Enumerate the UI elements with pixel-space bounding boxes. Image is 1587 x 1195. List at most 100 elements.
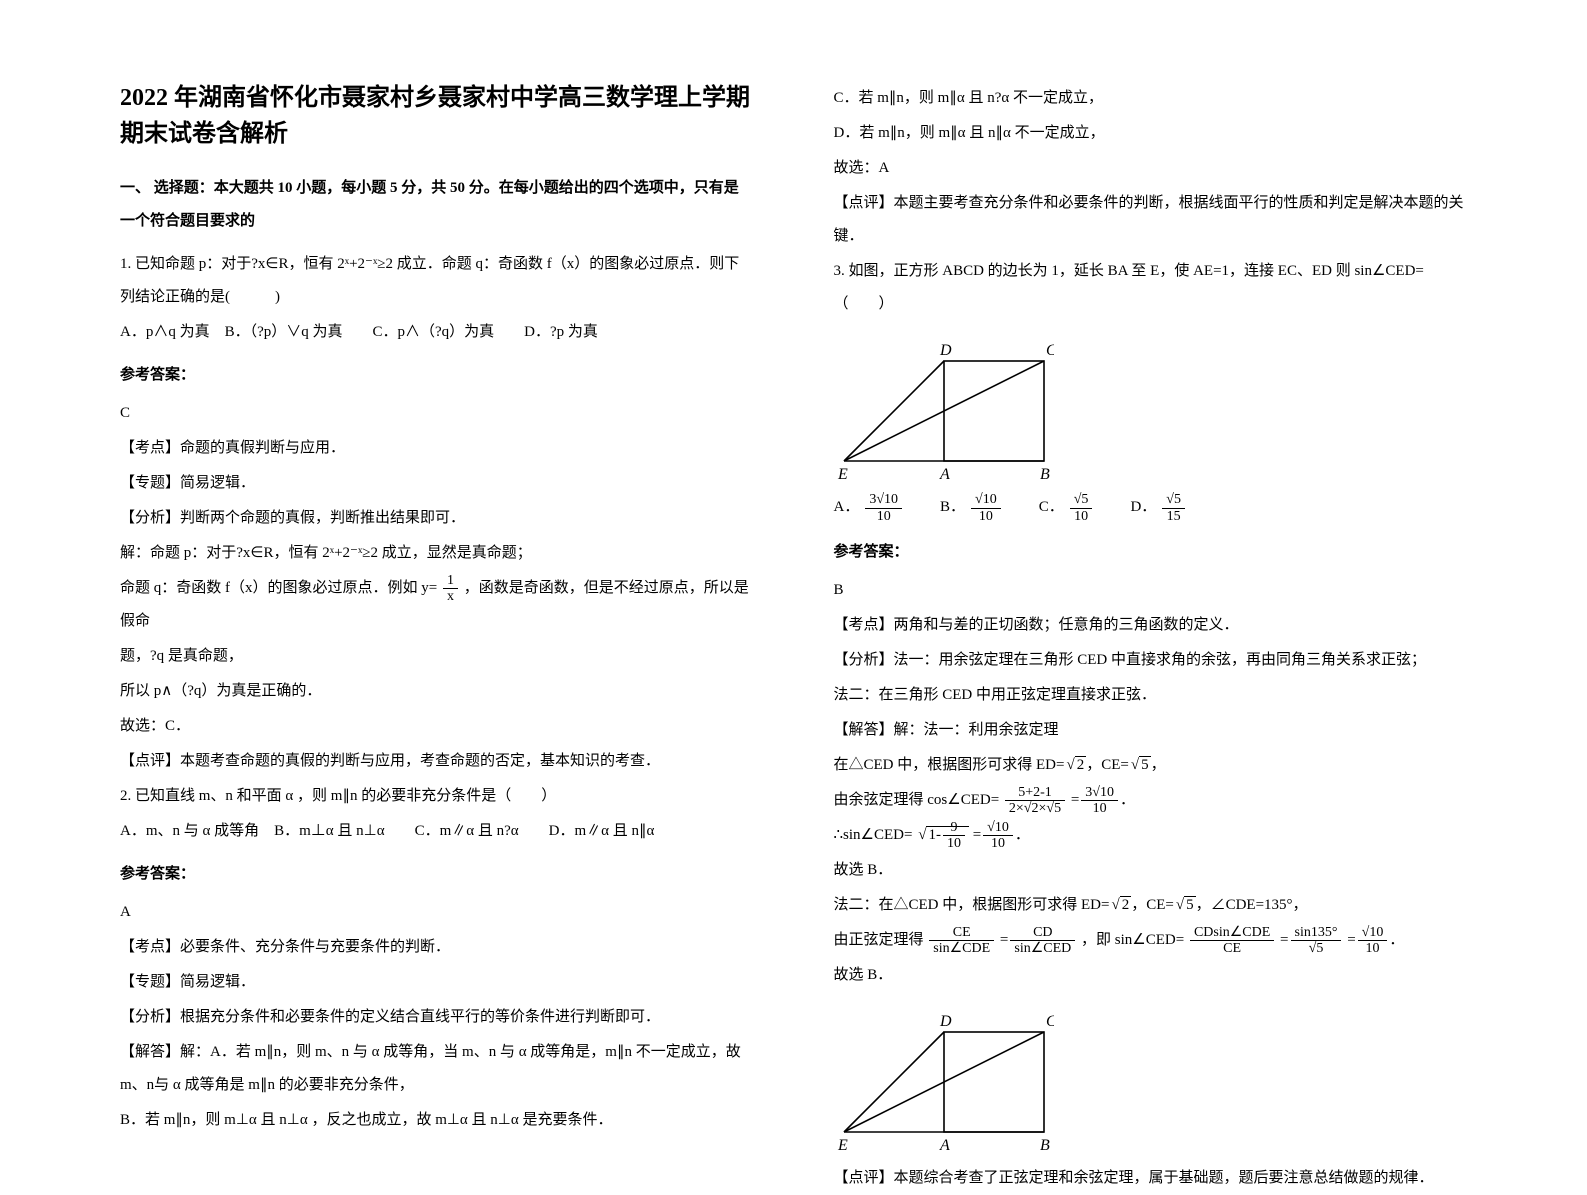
q3-sol-l1: 【解答】解：法一：利用余弦定理 <box>834 714 1468 747</box>
q2-sol-line1: 【解答】解：A．若 m∥n，则 m、n 与 α 成等角，当 m、n 与 α 成等… <box>120 1036 754 1102</box>
svg-text:A: A <box>939 466 950 481</box>
q3-l4a: ∴sin∠CED= <box>834 827 913 843</box>
q3-sin-infrac: 910 <box>943 820 965 852</box>
svg-text:B: B <box>1040 1137 1050 1152</box>
q3-l2a: 在△CED 中，根据图形可求得 ED= <box>834 757 1065 773</box>
q1-options: A．p∧q 为真 B．（?p）∨q 为真 C．p∧（?q）为真 D．?p 为真 <box>120 316 754 349</box>
q3-stem: 3. 如图，正方形 ABCD 的边长为 1，延长 BA 至 E，使 AE=1，连… <box>834 255 1468 321</box>
q3-l7R: sin∠CED= <box>1115 932 1184 948</box>
svg-text:E: E <box>837 1137 848 1152</box>
svg-text:B: B <box>1040 466 1050 481</box>
q3-sol-l2: 在△CED 中，根据图形可求得 ED= 2，CE= 5， <box>834 749 1468 782</box>
svg-text:E: E <box>837 466 848 481</box>
q3-l6c: ，∠CDE=135°， <box>1196 897 1308 913</box>
q3-D-den: 15 <box>1162 509 1185 524</box>
q3-ratio-r: CDsin∠CED <box>1010 925 1075 957</box>
q3-sol-l8: 故选 B． <box>834 959 1468 992</box>
q3-sin-sqrt: 1-910 <box>916 819 969 852</box>
q3-opt-A-label: A． <box>834 491 860 524</box>
q1-answer: C <box>120 397 754 430</box>
q3-sol-l7: 由正弦定理得 CEsin∠CDE =CDsin∠CED ，即 sin∠CED= … <box>834 924 1468 957</box>
q3-fenxi-1: 【分析】法一：用余弦定理在三角形 CED 中直接求角的余弦，再由同角三角关系求正… <box>834 644 1468 677</box>
q2-options: A．m、n 与 α 成等角 B．m⊥α 且 n⊥α C．m∥α 且 n?α D．… <box>120 815 754 848</box>
q3-sol-l5: 故选 B． <box>834 854 1468 887</box>
q3-eq-rd: sin∠CED <box>1010 941 1075 956</box>
q3-l2c: ， <box>1151 757 1166 773</box>
right-column: C．若 m∥n，则 m∥α 且 n?α 不一定成立， D．若 m∥n，则 m∥α… <box>794 80 1488 1082</box>
q2-optD: D．若 m∥n，则 m∥α 且 n∥α 不一定成立， <box>834 117 1468 150</box>
q3-cos-frac: 5+2-12×√2×√5 <box>1005 785 1065 817</box>
q3-B-num: √10 <box>971 492 1001 508</box>
q3-sin-frac2: √1010 <box>983 820 1013 852</box>
q3-opt-B-frac: √1010 <box>971 492 1001 524</box>
q2-answer: A <box>120 896 754 929</box>
q3-opt-D-label: D． <box>1130 491 1156 524</box>
q3-kaodian: 【考点】两角和与差的正切函数；任意角的三角函数的定义． <box>834 609 1468 642</box>
q2-sol-line2: B．若 m∥n，则 m⊥α 且 n⊥α ，反之也成立，故 m⊥α 且 n⊥α 是… <box>120 1104 754 1137</box>
q3-r-frac: CDsin∠CDECE <box>1190 925 1274 957</box>
q3-D-num: √5 <box>1162 492 1185 508</box>
q3-eqd3: 10 <box>1358 941 1388 956</box>
q1-sol-line1: 解：命题 p：对于?x∈R，恒有 2ˣ+2⁻ˣ≥2 成立，显然是真命题； <box>120 537 754 570</box>
q3-l2b: ，CE= <box>1086 757 1129 773</box>
q1-frac-den: x <box>443 589 458 604</box>
q3-l7a: 由正弦定理得 <box>834 932 924 948</box>
q3-l6b: ，CE= <box>1131 897 1174 913</box>
q3-cos-den: 2×√2×√5 <box>1005 801 1065 816</box>
q3-sqrt2-b: 2 <box>1109 889 1131 922</box>
q3-figure-1: EABCD <box>834 331 1468 481</box>
q3-C-num: √5 <box>1070 492 1093 508</box>
q3-l3a: 由余弦定理得 cos∠CED= <box>834 792 1000 808</box>
q3-eq-l: CE <box>929 925 994 941</box>
q3-A-num: 3√10 <box>865 492 902 508</box>
svg-text:D: D <box>939 342 952 359</box>
q3-svg-2: EABCD <box>834 1002 1054 1152</box>
q1-sol-line5: 故选：C． <box>120 710 754 743</box>
q3-options: A． 3√1010 B． √1010 C． √510 D． √515 <box>834 491 1468 524</box>
q3-ratio-l: CEsin∠CDE <box>929 925 994 957</box>
q3-C-den: 10 <box>1070 509 1093 524</box>
q2-sel: 故选：A <box>834 152 1468 185</box>
q3-cos-eqn: 3√10 <box>1081 785 1118 801</box>
q3-sin-fd: 10 <box>943 836 965 851</box>
q1-fenxi: 【分析】判断两个命题的真假，判断推出结果即可． <box>120 502 754 535</box>
q2-fenxi: 【分析】根据充分条件和必要条件的定义结合直线平行的等价条件进行判断即可． <box>120 1001 754 1034</box>
q3-sqrt5-b: 5 <box>1174 889 1196 922</box>
q2-stem: 2. 已知直线 m、n 和平面 α ，则 m∥n 的必要非充分条件是（ ） <box>120 780 754 813</box>
q2-zhuanti: 【专题】简易逻辑． <box>120 966 754 999</box>
q3-r-frac3: √1010 <box>1358 925 1388 957</box>
q3-figure-2: EABCD <box>834 1002 1468 1152</box>
q3-sin-rad: 1-910 <box>926 826 969 843</box>
q3-sqrt2-a-rad: 2 <box>1075 756 1087 773</box>
q2-dianping: 【点评】本题主要考查充分条件和必要条件的判断，根据线面平行的性质和判定是解决本题… <box>834 187 1468 253</box>
q3-cos-eqd: 10 <box>1081 801 1118 816</box>
q3-sqrt2-a: 2 <box>1064 749 1086 782</box>
q3-sqrt5-a-rad: 5 <box>1139 756 1151 773</box>
svg-text:D: D <box>939 1013 952 1030</box>
q3-answer-head: 参考答案： <box>834 536 1468 569</box>
q3-opt-C-frac: √510 <box>1070 492 1093 524</box>
q3-sqrt2-b-rad: 2 <box>1120 896 1132 913</box>
q3-sin-eqn: √10 <box>983 820 1013 836</box>
q1-frac: 1 x <box>443 573 458 605</box>
q3-dianping: 【点评】本题综合考查了正弦定理和余弦定理，属于基础题，题后要注意总结做题的规律． <box>834 1162 1468 1195</box>
q1-l2a: 命题 q：奇函数 f（x）的图象必过原点．例如 y= <box>120 580 437 596</box>
q3-cos-num: 5+2-1 <box>1005 785 1065 801</box>
q1-kaodian: 【考点】命题的真假判断与应用． <box>120 432 754 465</box>
q3-opt-D-frac: √515 <box>1162 492 1185 524</box>
q1-frac-num: 1 <box>443 573 458 589</box>
q3-eqn2: sin135° <box>1291 925 1342 941</box>
q3-eq-r: CD <box>1010 925 1075 941</box>
q1-zhuanti: 【专题】简易逻辑． <box>120 467 754 500</box>
section1-head: 一、 选择题：本大题共 10 小题，每小题 5 分，共 50 分。在每小题给出的… <box>120 172 754 238</box>
q3-sqrt5-a: 5 <box>1129 749 1151 782</box>
q3-sol-l6: 法二：在△CED 中，根据图形可求得 ED=2，CE=5，∠CDE=135°， <box>834 889 1468 922</box>
q3-mid: ，即 <box>1081 932 1111 948</box>
q3-A-den: 10 <box>865 509 902 524</box>
q3-r-frac2: sin135°√5 <box>1291 925 1342 957</box>
q2-kaodian: 【考点】必要条件、充分条件与充要条件的判断． <box>120 931 754 964</box>
q3-sol-l3: 由余弦定理得 cos∠CED= 5+2-12×√2×√5 =3√1010． <box>834 784 1468 817</box>
q3-svg-1: EABCD <box>834 331 1054 481</box>
q3-rd: CE <box>1190 941 1274 956</box>
q3-rn: CDsin∠CDE <box>1190 925 1274 941</box>
